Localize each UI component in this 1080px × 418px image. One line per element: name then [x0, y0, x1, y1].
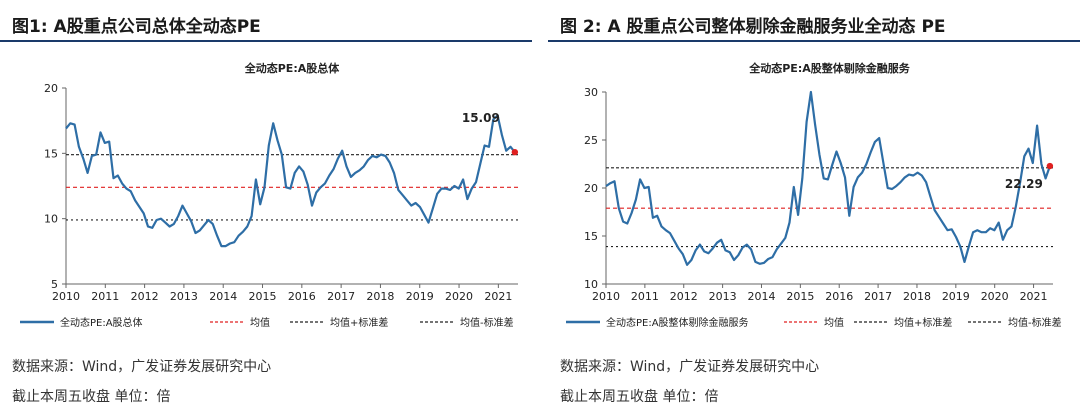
last-value-label: 22.29: [1005, 177, 1043, 191]
legend-label: 均值+标准差: [330, 316, 388, 329]
x-tick-label: 2011: [631, 290, 659, 303]
x-tick-label: 2019: [406, 290, 434, 303]
x-tick-label: 2015: [249, 290, 277, 303]
y-tick-label: 20: [44, 82, 58, 95]
x-tick-label: 2019: [942, 290, 970, 303]
figure-1-panel: 图1: A股重点公司总体全动态PE 全动态PE:A股总体 5 10 15 20 2010 2…: [0, 0, 532, 418]
x-tick-label: 2010: [52, 290, 80, 303]
y-tick-label: 15: [44, 147, 58, 160]
y-tick-label: 5: [51, 278, 58, 291]
y-tick-label: 15: [584, 230, 598, 243]
x-tick-label: 2014: [209, 290, 237, 303]
figure-1-chart: 全动态PE:A股总体 5 10 15 20 2010 2011 2012 2013 2014 201…: [20, 61, 519, 329]
x-tick-label: 2010: [592, 290, 620, 303]
last-point-marker: [511, 148, 519, 156]
figure-2-title: 图 2: A 股重点公司整体剔除金融服务业全动态 PE: [560, 17, 946, 37]
legend-label: 均值+标准差: [894, 316, 952, 329]
figure-1-note: 截止本周五收盘 单位：倍: [12, 389, 171, 405]
y-tick-label: 10: [584, 278, 598, 291]
x-tick-label: 2017: [864, 290, 892, 303]
x-tick-label: 2014: [747, 290, 775, 303]
legend-label: 均值-标准差: [1008, 316, 1062, 329]
y-tick-label: 30: [584, 86, 598, 99]
x-tick-label: 2012: [670, 290, 698, 303]
figure-2-title-rule: [548, 40, 1080, 42]
last-point-star: ✦: [1046, 163, 1054, 173]
last-value-label: 15.09: [462, 111, 500, 125]
series-line: [605, 90, 1051, 266]
chart-title: 全动态PE:A股总体: [244, 61, 340, 75]
x-tick-label: 2015: [786, 290, 814, 303]
legend-label: 全动态PE:A股总体: [60, 316, 143, 329]
x-tick-label: 2018: [903, 290, 931, 303]
legend-label: 均值-标准差: [460, 316, 514, 329]
y-tick-label: 20: [584, 182, 598, 195]
x-tick-label: 2013: [170, 290, 198, 303]
x-tick-label: 2018: [366, 290, 394, 303]
figure-1-title-rule: [0, 40, 532, 42]
last-point-star: ✦: [511, 149, 519, 159]
x-tick-label: 2013: [709, 290, 737, 303]
figure-2-chart: 全动态PE:A股整体剔除金融服务 10 15 20 25 30 2010 2011 2012 20…: [566, 61, 1062, 329]
y-tick-label: 25: [584, 134, 598, 147]
x-tick-label: 2020: [981, 290, 1009, 303]
legend-label: 全动态PE:A股整体剔除金融服务: [606, 316, 749, 329]
figure-2-source: 数据来源：Wind，广发证券发展研究中心: [560, 359, 820, 375]
legend-label: 均值: [250, 316, 270, 329]
x-tick-label: 2020: [445, 290, 473, 303]
x-tick-label: 2016: [288, 290, 316, 303]
x-tick-label: 2021: [1020, 290, 1048, 303]
y-tick-label: 10: [44, 213, 58, 226]
x-tick-label: 2012: [131, 290, 159, 303]
x-tick-label: 2021: [484, 290, 512, 303]
figure-2-panel: 图 2: A 股重点公司整体剔除金融服务业全动态 PE 全动态PE:A股整体剔除…: [548, 0, 1080, 418]
figure-2-note: 截止本周五收盘 单位：倍: [560, 389, 719, 405]
chart-title: 全动态PE:A股整体剔除金融服务: [748, 61, 910, 75]
figure-1-source: 数据来源：Wind，广发证券发展研究中心: [12, 359, 272, 375]
series-line: [65, 114, 516, 248]
x-tick-label: 2011: [91, 290, 119, 303]
x-tick-label: 2017: [327, 290, 355, 303]
legend-label: 均值: [824, 316, 844, 329]
figure-1-title: 图1: A股重点公司总体全动态PE: [12, 17, 261, 37]
x-tick-label: 2016: [825, 290, 853, 303]
last-point-marker: [1046, 162, 1054, 170]
